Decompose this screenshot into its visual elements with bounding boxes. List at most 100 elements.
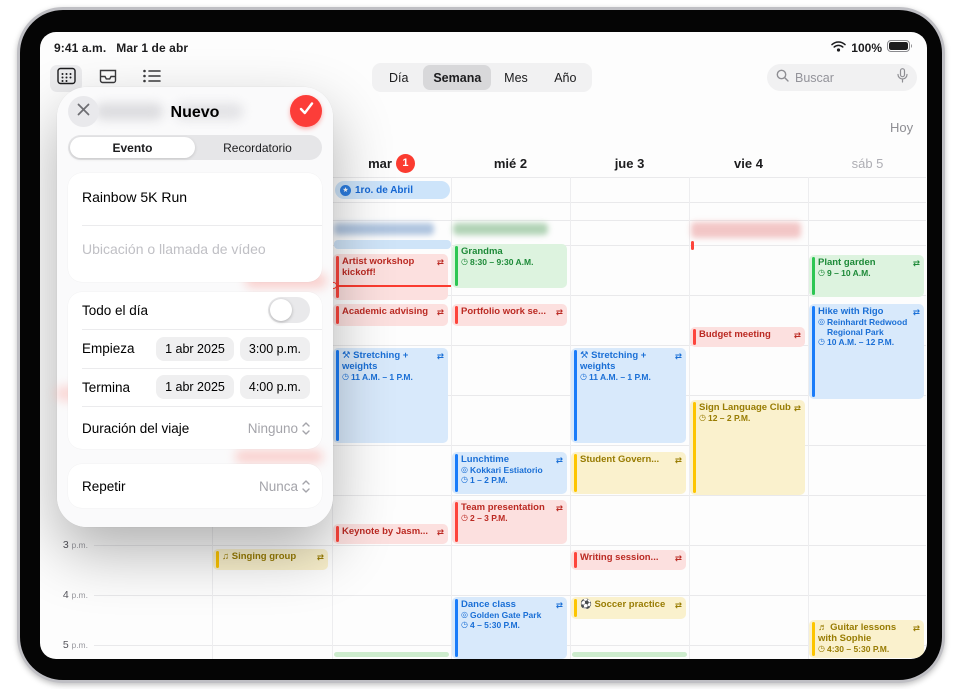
mic-icon[interactable] — [897, 67, 908, 88]
event-block[interactable]: ⚽ Soccer practice ⇄ — [571, 597, 686, 619]
event-title: Academic advising — [342, 306, 429, 317]
location-icon: ◎ — [818, 317, 825, 327]
event-color-bar — [692, 329, 696, 345]
search-field[interactable]: Buscar — [767, 64, 917, 91]
all-day-toggle[interactable] — [268, 297, 310, 324]
list-view-button[interactable] — [136, 65, 168, 92]
day-header-mar[interactable]: mar 1 — [332, 152, 451, 174]
event-block[interactable]: Hike with Rigo ◎ Reinhardt Redwood Regiona… — [809, 304, 924, 399]
location-icon: ◎ — [461, 610, 468, 620]
event-color-bar — [215, 551, 219, 568]
event-reminder-segment: Evento Recordatorio — [68, 135, 322, 160]
event-block[interactable]: Budget meeting ⇄ — [690, 327, 805, 347]
event-time: ◷ 1 – 2 P.M. — [461, 475, 508, 486]
divider — [82, 328, 322, 330]
event-time: ◷ 12 – 2 P.M. — [699, 413, 751, 424]
event-block[interactable]: Portfolio work se... ⇄ — [452, 304, 567, 326]
event-block[interactable]: Lunchtime ◎ Kokkari Estiatorio ◷ 1 – 2 P.M. ⇄ — [452, 452, 567, 494]
end-time-button[interactable]: 4:00 p.m. — [239, 375, 310, 400]
tab-evento[interactable]: Evento — [70, 137, 195, 158]
event-time: ◷ 8:30 – 9:30 A.M. — [461, 257, 534, 268]
event-block[interactable]: Keynote by Jasm... ⇄ — [333, 524, 448, 544]
event-color-bar — [573, 599, 577, 617]
day-label: mar — [368, 155, 392, 171]
all-day-event[interactable]: ★ 1ro. de Abril — [335, 181, 450, 199]
toggle-knob — [270, 299, 292, 322]
inbox-button[interactable] — [92, 65, 124, 92]
start-time-button[interactable]: 3:00 p.m. — [239, 336, 310, 361]
event-block[interactable]: Dance class ◎ Golden Gate Park ◷ 4 – 5:30 P.… — [452, 597, 567, 659]
view-tab-día[interactable]: Día — [388, 70, 409, 85]
status-time: 9:41 a.m. — [54, 41, 107, 55]
clock-icon: ◷ — [818, 337, 825, 347]
close-icon — [77, 103, 90, 121]
event-title: Hike with Rigo — [818, 306, 884, 317]
event-title: Keynote by Jasm... — [342, 526, 429, 537]
event-block[interactable]: Writing session... ⇄ — [571, 550, 686, 570]
event-block[interactable]: ⚒ Stretching + weights ◷ 11 A.M. – 1 P.M. ⇄ — [333, 348, 448, 443]
day-header-mie[interactable]: mié 2 — [451, 152, 570, 174]
repeat-icon: ⇄ — [793, 403, 801, 413]
clock-icon: ◷ — [461, 620, 468, 630]
redacted-event — [572, 652, 687, 657]
event-title-input[interactable]: Rainbow 5K Run — [82, 189, 188, 205]
repeat-select[interactable]: Nunca — [259, 479, 310, 494]
event-block[interactable]: Artist workshop kickoff! ⇄ — [333, 254, 448, 300]
tab-recordatorio[interactable]: Recordatorio — [223, 140, 292, 155]
day-header-jue[interactable]: jue 3 — [570, 152, 689, 174]
repeat-icon: ⇄ — [436, 257, 444, 267]
today-button[interactable]: Hoy — [890, 120, 914, 135]
event-location: ◎ Golden Gate Park — [461, 610, 542, 621]
event-time: ◷ 10 A.M. – 12 P.M. — [818, 337, 895, 348]
event-block[interactable]: Team presentation ◷ 2 – 3 P.M. ⇄ — [452, 500, 567, 544]
day-header-sab[interactable]: sáb 5 — [808, 152, 927, 174]
day-label: vie 4 — [734, 155, 763, 171]
location-input[interactable]: Ubicación o llamada de vídeo — [82, 241, 266, 257]
close-button[interactable] — [68, 96, 99, 127]
new-event-modal: Nuevo Evento Recordatorio Rainbow 5K Run… — [55, 87, 333, 527]
repeat-card: Repetir Nunca — [68, 464, 322, 508]
event-color-bar — [335, 256, 339, 298]
event-time: ◷ 9 – 10 A.M. — [818, 268, 871, 279]
title-location-card: Rainbow 5K Run Ubicación o llamada de ví… — [68, 173, 322, 282]
repeat-icon: ⇄ — [674, 455, 682, 465]
event-color-bar — [335, 350, 339, 441]
search-placeholder: Buscar — [795, 70, 834, 85]
event-time: ◷ 4:30 – 5:30 P.M. — [818, 644, 890, 655]
event-block[interactable]: Student Govern... ⇄ — [571, 452, 686, 494]
redacted-blob — [235, 450, 323, 463]
repeat-icon: ⇄ — [912, 258, 920, 268]
travel-time-select[interactable]: Ninguno — [248, 421, 310, 436]
event-block[interactable]: ♬ Guitar lessons with Sophie ◷ 4:30 – 5:30… — [809, 620, 924, 658]
repeat-icon: ⇄ — [436, 351, 444, 361]
confirm-button[interactable] — [290, 95, 322, 127]
event-title: Portfolio work se... — [461, 306, 546, 317]
event-title: Lunchtime — [461, 454, 510, 465]
view-tab-año[interactable]: Año — [554, 70, 577, 85]
repeat-icon: ⇄ — [555, 600, 563, 610]
event-block[interactable]: ♫ Singing group ⇄ — [213, 549, 328, 570]
inbox-tray-icon — [98, 68, 118, 90]
event-block[interactable]: Academic advising ⇄ — [333, 304, 448, 326]
day-header-vie[interactable]: vie 4 — [689, 152, 808, 174]
event-block[interactable]: ⚒ Stretching + weights ◷ 11 A.M. – 1 P.M. ⇄ — [571, 348, 686, 443]
clock-icon: ◷ — [818, 268, 825, 278]
event-block[interactable]: Plant garden ◷ 9 – 10 A.M. ⇄ — [809, 255, 924, 297]
view-tab-mes[interactable]: Mes — [504, 70, 528, 85]
event-title: ⚽ Soccer practice — [580, 599, 666, 610]
start-date-button[interactable]: 1 abr 2025 — [156, 336, 234, 361]
hour-label: 4 p.m. — [62, 589, 88, 601]
grid-hour-line — [94, 395, 926, 396]
end-date-button[interactable]: 1 abr 2025 — [156, 375, 234, 400]
event-color-bar — [454, 502, 458, 542]
event-block[interactable]: Grandma ◷ 8:30 – 9:30 A.M. — [452, 244, 567, 288]
list-icon — [142, 68, 162, 89]
event-block[interactable]: Sign Language Club ◷ 12 – 2 P.M. ⇄ — [690, 400, 805, 495]
grid-hour-line — [94, 295, 926, 296]
clock-icon: ◷ — [461, 513, 468, 523]
event-color-bar — [811, 306, 815, 397]
day-label: sáb 5 — [851, 155, 884, 171]
view-tab-semana[interactable]: Semana — [423, 65, 492, 90]
clock-icon: ◷ — [342, 372, 349, 382]
grid-day-line — [808, 177, 809, 659]
